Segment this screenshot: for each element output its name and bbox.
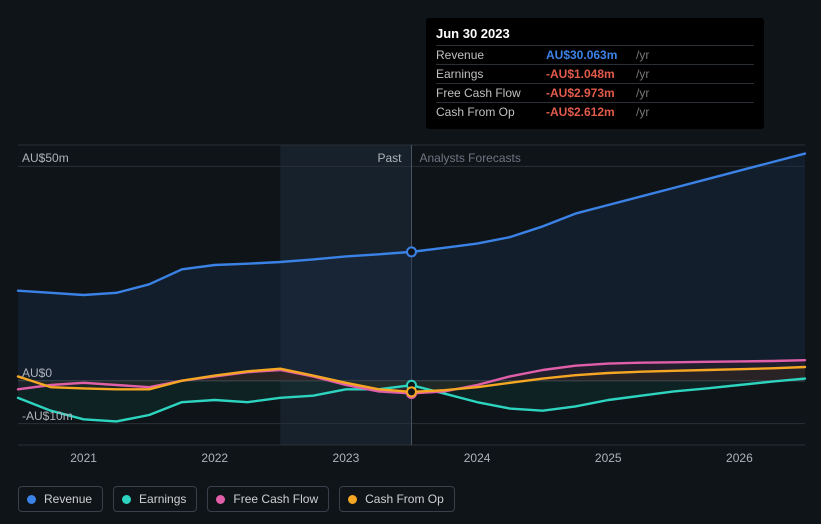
tooltip-value: AU$30.063m: [546, 48, 636, 62]
y-axis-label: -AU$10m: [22, 409, 73, 423]
chart-legend: Revenue Earnings Free Cash Flow Cash Fro…: [18, 486, 455, 512]
y-axis-label: AU$50m: [22, 151, 69, 165]
tooltip-value: -AU$2.973m: [546, 86, 636, 100]
legend-dot-icon: [216, 495, 225, 504]
tooltip-label: Free Cash Flow: [436, 86, 546, 100]
x-axis-label: 2025: [595, 451, 622, 465]
chart-tooltip: Jun 30 2023 Revenue AU$30.063m /yr Earni…: [426, 18, 764, 129]
tooltip-unit: /yr: [636, 67, 649, 81]
legend-item-earnings[interactable]: Earnings: [113, 486, 197, 512]
tooltip-label: Cash From Op: [436, 105, 546, 119]
legend-dot-icon: [122, 495, 131, 504]
legend-label: Cash From Op: [365, 492, 444, 506]
x-axis-label: 2023: [333, 451, 360, 465]
y-axis-label: AU$0: [22, 366, 52, 380]
legend-dot-icon: [348, 495, 357, 504]
tooltip-unit: /yr: [636, 86, 649, 100]
x-axis-label: 2021: [70, 451, 97, 465]
tooltip-label: Earnings: [436, 67, 546, 81]
legend-item-cfo[interactable]: Cash From Op: [339, 486, 455, 512]
section-label-forecast: Analysts Forecasts: [420, 151, 521, 165]
legend-dot-icon: [27, 495, 36, 504]
tooltip-value: -AU$1.048m: [546, 67, 636, 81]
section-label-past: Past: [378, 151, 402, 165]
tooltip-unit: /yr: [636, 48, 649, 62]
tooltip-row-cfo: Cash From Op -AU$2.612m /yr: [436, 102, 754, 121]
tooltip-row-earnings: Earnings -AU$1.048m /yr: [436, 64, 754, 83]
tooltip-label: Revenue: [436, 48, 546, 62]
tooltip-date: Jun 30 2023: [436, 26, 754, 45]
legend-label: Revenue: [44, 492, 92, 506]
tooltip-value: -AU$2.612m: [546, 105, 636, 119]
financials-chart: AU$50m AU$0 -AU$10m 2021 2022 2023 2024 …: [0, 0, 821, 524]
legend-item-revenue[interactable]: Revenue: [18, 486, 103, 512]
legend-item-fcf[interactable]: Free Cash Flow: [207, 486, 329, 512]
x-axis-label: 2024: [464, 451, 491, 465]
x-axis-label: 2026: [726, 451, 753, 465]
tooltip-unit: /yr: [636, 105, 649, 119]
legend-label: Free Cash Flow: [233, 492, 318, 506]
tooltip-row-fcf: Free Cash Flow -AU$2.973m /yr: [436, 83, 754, 102]
legend-label: Earnings: [139, 492, 186, 506]
x-axis-label: 2022: [201, 451, 228, 465]
tooltip-row-revenue: Revenue AU$30.063m /yr: [436, 45, 754, 64]
